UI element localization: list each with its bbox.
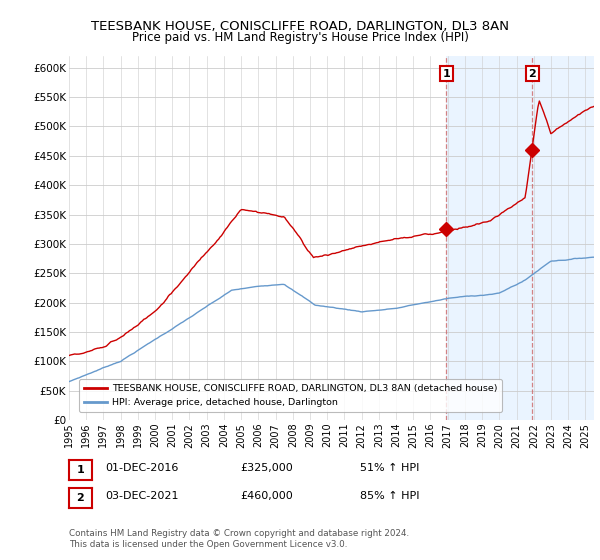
Text: 01-DEC-2016: 01-DEC-2016 (105, 463, 178, 473)
Legend: TEESBANK HOUSE, CONISCLIFFE ROAD, DARLINGTON, DL3 8AN (detached house), HPI: Ave: TEESBANK HOUSE, CONISCLIFFE ROAD, DARLIN… (79, 380, 502, 412)
Text: TEESBANK HOUSE, CONISCLIFFE ROAD, DARLINGTON, DL3 8AN: TEESBANK HOUSE, CONISCLIFFE ROAD, DARLIN… (91, 20, 509, 32)
Text: Price paid vs. HM Land Registry's House Price Index (HPI): Price paid vs. HM Land Registry's House … (131, 31, 469, 44)
Text: 51% ↑ HPI: 51% ↑ HPI (360, 463, 419, 473)
Text: 03-DEC-2021: 03-DEC-2021 (105, 491, 179, 501)
Text: 1: 1 (77, 465, 84, 475)
Text: Contains HM Land Registry data © Crown copyright and database right 2024.
This d: Contains HM Land Registry data © Crown c… (69, 529, 409, 549)
Text: 1: 1 (442, 69, 450, 78)
Text: 2: 2 (77, 493, 84, 503)
Text: 2: 2 (529, 69, 536, 78)
Bar (446, 56, 594, 420)
Text: 85% ↑ HPI: 85% ↑ HPI (360, 491, 419, 501)
Text: £325,000: £325,000 (240, 463, 293, 473)
Text: £460,000: £460,000 (240, 491, 293, 501)
